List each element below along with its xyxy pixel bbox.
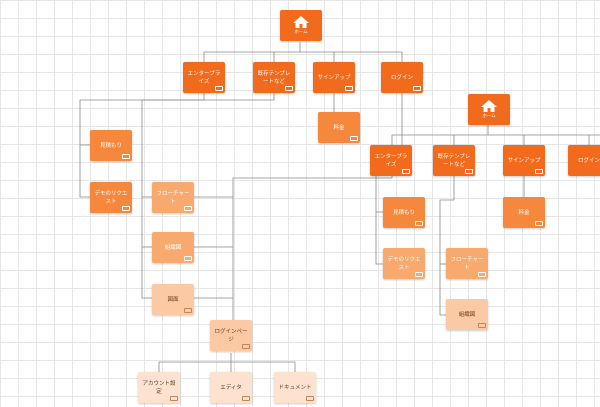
link-icon bbox=[306, 396, 314, 401]
home-icon bbox=[293, 15, 309, 28]
node-label: ログイン bbox=[577, 157, 600, 164]
page-node[interactable]: エディタ bbox=[210, 372, 252, 403]
link-icon bbox=[478, 323, 486, 328]
node-label: 既存テンプレートなど bbox=[257, 70, 291, 85]
page-node[interactable]: ログイン bbox=[568, 145, 600, 176]
page-node[interactable]: フローチャート bbox=[446, 248, 488, 279]
page-node[interactable]: ログイン bbox=[381, 62, 423, 93]
page-node[interactable]: 組織図 bbox=[152, 232, 194, 263]
page-node[interactable]: 既存テンプレートなど bbox=[433, 145, 475, 176]
link-icon bbox=[285, 86, 293, 91]
page-node[interactable]: 図面 bbox=[152, 284, 194, 315]
home-icon bbox=[481, 99, 497, 112]
link-icon bbox=[122, 154, 130, 159]
page-node[interactable]: 組織図 bbox=[446, 299, 488, 330]
page-node[interactable]: エンタープライズ bbox=[183, 62, 225, 93]
node-label: エディタ bbox=[220, 384, 242, 391]
node-label: ホーム bbox=[482, 113, 496, 119]
link-icon bbox=[402, 169, 410, 174]
link-icon bbox=[345, 86, 353, 91]
node-label: エンタープライズ bbox=[187, 70, 221, 85]
node-label: サインアップ bbox=[317, 74, 351, 81]
node-label: デモのリクエスト bbox=[387, 256, 421, 271]
page-node[interactable]: 既存テンプレートなど bbox=[253, 62, 295, 93]
link-icon bbox=[170, 396, 178, 401]
node-label: 料金 bbox=[333, 124, 345, 131]
link-icon bbox=[415, 221, 423, 226]
node-label: 既存テンプレートなど bbox=[437, 153, 471, 168]
node-label: ログイン bbox=[390, 74, 413, 81]
home-node[interactable]: ホーム bbox=[280, 10, 322, 41]
node-label: 組織図 bbox=[458, 311, 476, 318]
node-label: サインアップ bbox=[507, 157, 541, 164]
page-node[interactable]: サインアップ bbox=[313, 62, 355, 93]
link-icon bbox=[535, 169, 543, 174]
link-icon bbox=[350, 136, 358, 141]
node-label: アカウント設定 bbox=[142, 380, 176, 395]
link-icon bbox=[184, 206, 192, 211]
node-label: 見積もり bbox=[392, 209, 415, 216]
link-icon bbox=[242, 344, 250, 349]
link-icon bbox=[535, 221, 543, 226]
node-label: フローチャート bbox=[156, 190, 190, 205]
home-node[interactable]: ホーム bbox=[468, 94, 510, 125]
page-node[interactable]: 見積もり bbox=[90, 130, 132, 161]
page-node[interactable]: サインアップ bbox=[503, 145, 545, 176]
page-node[interactable]: デモのリクエスト bbox=[383, 248, 425, 279]
page-node[interactable]: フローチャート bbox=[152, 182, 194, 213]
page-node[interactable]: 見積もり bbox=[383, 197, 425, 228]
page-node[interactable]: ログインページ bbox=[210, 320, 252, 351]
page-node[interactable]: ドキュメント bbox=[274, 372, 316, 403]
node-label: 組織図 bbox=[164, 244, 182, 251]
page-node[interactable]: アカウント設定 bbox=[138, 372, 180, 403]
link-icon bbox=[215, 86, 223, 91]
node-label: フローチャート bbox=[450, 256, 484, 271]
node-label: 料金 bbox=[518, 209, 530, 216]
node-label: デモのリクエスト bbox=[94, 190, 128, 205]
node-label: ホーム bbox=[294, 29, 308, 35]
link-icon bbox=[415, 272, 423, 277]
node-label: 見積もり bbox=[99, 142, 122, 149]
page-node[interactable]: エンタープライズ bbox=[370, 145, 412, 176]
node-label: ドキュメント bbox=[278, 384, 312, 391]
link-icon bbox=[122, 206, 130, 211]
link-icon bbox=[184, 256, 192, 261]
link-icon bbox=[413, 86, 421, 91]
link-icon bbox=[465, 169, 473, 174]
node-label: 図面 bbox=[167, 296, 179, 303]
node-label: エンタープライズ bbox=[374, 153, 408, 168]
page-node[interactable]: デモのリクエスト bbox=[90, 182, 132, 213]
node-label: ログインページ bbox=[214, 328, 248, 343]
link-icon bbox=[184, 308, 192, 313]
page-node[interactable]: 料金 bbox=[503, 197, 545, 228]
page-node[interactable]: 料金 bbox=[318, 112, 360, 143]
link-icon bbox=[478, 272, 486, 277]
link-icon bbox=[242, 396, 250, 401]
